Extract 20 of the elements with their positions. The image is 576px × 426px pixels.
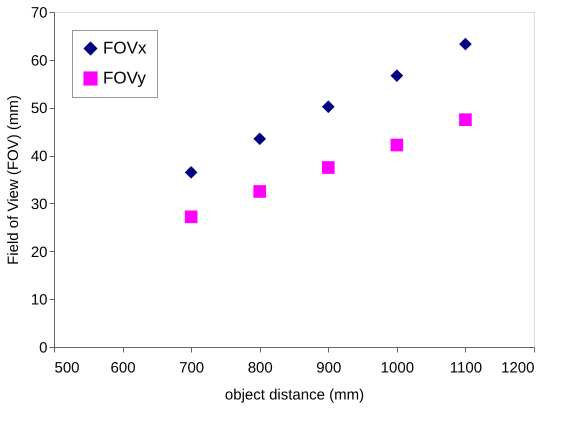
y-tick-label: 20 — [30, 244, 48, 261]
legend-label: FOVx — [103, 38, 147, 58]
x-tick-label: 600 — [110, 360, 136, 376]
x-tick-label: 700 — [179, 360, 204, 376]
y-tick-label: 70 — [30, 4, 48, 22]
legend-label: FOVy — [103, 68, 146, 88]
y-tick-label: 40 — [30, 148, 48, 166]
y-tick-label: 30 — [30, 196, 48, 213]
x-tick-label: 1200 — [501, 360, 534, 376]
y-tick-label: 10 — [30, 292, 48, 309]
x-tick-label: 1000 — [380, 360, 414, 376]
y-tick-label: 50 — [30, 100, 48, 118]
x-tick-label: 900 — [316, 360, 342, 376]
y-axis-title: Field of View (FOV) (mm) — [4, 95, 22, 265]
x-tick-label: 500 — [54, 360, 80, 376]
y-tick-label: 60 — [30, 52, 48, 70]
x-tick-label: 1100 — [450, 360, 482, 376]
y-tick-label: 0 — [39, 340, 48, 356]
x-axis-title: object distance (mm) — [224, 386, 364, 404]
x-tick-label: 800 — [248, 360, 273, 376]
